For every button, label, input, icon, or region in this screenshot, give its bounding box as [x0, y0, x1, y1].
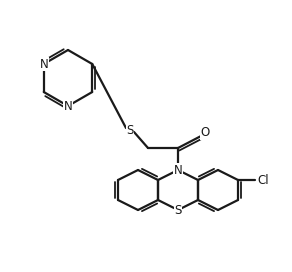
Text: N: N: [64, 100, 72, 113]
Text: Cl: Cl: [257, 174, 269, 187]
Text: N: N: [174, 163, 182, 177]
Text: S: S: [126, 123, 134, 137]
Text: S: S: [174, 203, 182, 217]
Text: O: O: [200, 126, 210, 140]
Text: N: N: [39, 57, 48, 70]
